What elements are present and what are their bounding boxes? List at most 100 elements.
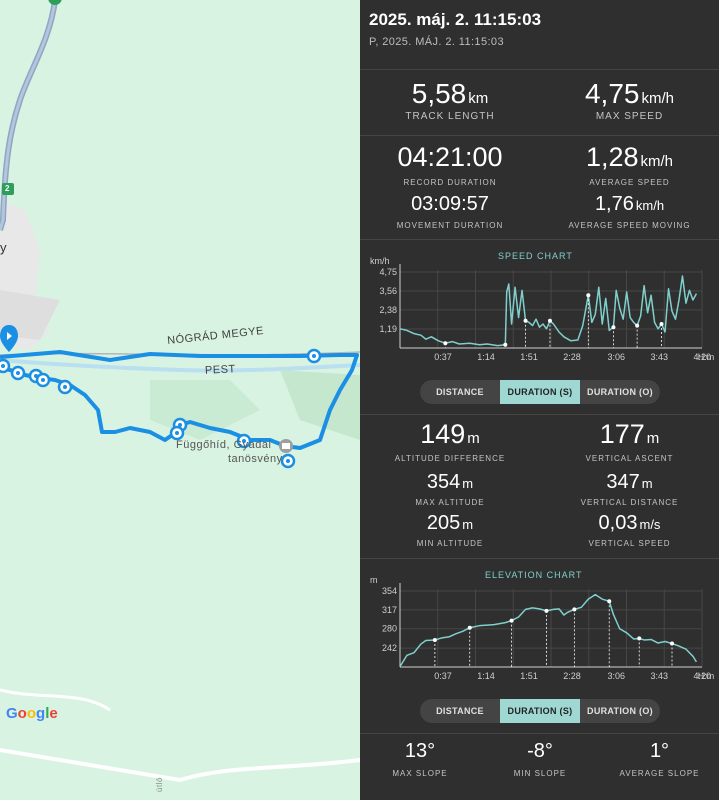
road [0,748,360,783]
data-point [547,318,552,323]
y-tick-label: 1,19 [379,324,397,334]
track-marker-dots [1,354,316,463]
min-slope-stat: -8° MIN SLOPE [513,740,567,778]
map-canvas[interactable] [0,0,360,800]
road-shield-top-icon [48,0,62,5]
poi-label-2[interactable]: tanösvény [228,453,283,465]
data-point [659,322,664,326]
divider [360,558,719,559]
min-altitude-stat: 205 m MIN ALTITUDE [416,512,484,548]
y-tick-label: 4,75 [379,267,397,277]
forest-area [150,380,260,440]
x-tick-label: 1:51 [520,352,538,362]
data-point [670,641,675,646]
data-point [523,318,528,323]
elevation-chart[interactable]: 242 280 317 354 m 0:37 1:14 1:51 2:28 3:06 3:43 4:2… [360,569,719,689]
track-stats-panel[interactable]: 2025. máj. 2. 11:15:03 P, 2025. MÁJ. 2. … [360,0,719,800]
elevation-chart-tabs[interactable]: DISTANCE DURATION (S) DURATION (O) [420,699,660,723]
tab-distance[interactable]: DISTANCE [436,706,484,716]
speed-chart-tabs[interactable]: DISTANCE DURATION (S) DURATION (O) [420,380,660,404]
x-unit-label: H:m [698,352,715,362]
x-tick-label: 0:37 [434,671,452,681]
map-view[interactable]: 2 y NÓGRÁD MEGYE PEST Függőhíd, Gyadai t… [0,0,360,800]
track-markers[interactable] [0,348,322,469]
x-tick-label: 1:14 [477,671,495,681]
x-tick-label: 3:43 [650,352,668,362]
google-logo: Google [6,705,58,722]
max-altitude-stat: 354 m MAX ALTITUDE [415,471,485,507]
data-point [611,325,616,330]
river [0,358,360,373]
max-speed-stat: 4,75 km/h MAX SPEED [584,78,674,122]
y-tick-label: 242 [382,643,397,653]
average-speed-stat: 1,28 km/h AVERAGE SPEED [585,142,674,187]
road [0,688,111,712]
altitude-difference-stat: 149 m ALTITUDE DIFFERENCE [394,419,506,463]
data-point [607,599,612,604]
tab-distance[interactable]: DISTANCE [436,387,484,397]
series-line [399,593,698,667]
x-tick-label: 3:43 [650,671,668,681]
divider [360,239,719,240]
track-length-stat: 5,58 km TRACK LENGTH [405,78,495,122]
highway-road-inner [0,0,57,231]
max-slope-stat: 13° MAX SLOPE [392,740,448,778]
tab-duration-s[interactable]: DURATION (S) [500,380,580,404]
divider [360,414,719,415]
elevation-chart-title: ELEVATION CHART [485,570,583,580]
avg-speed-moving-stat: 1,76 km/h AVERAGE SPEED MOVING [568,193,691,230]
data-point [572,607,577,612]
y-tick-label: 354 [382,586,397,596]
y-tick-label: 2,38 [379,305,397,315]
tab-duration-o[interactable]: DURATION (O) [587,706,653,716]
speed-chart-title: SPEED CHART [498,251,573,261]
data-point [432,637,437,642]
vertical-speed-stat: 0,03 m/s VERTICAL SPEED [588,512,671,548]
data-point [503,342,508,347]
landmark-icon-inner [282,443,290,449]
data-point [443,341,448,346]
x-tick-label: 0:37 [434,352,452,362]
town-label: y [0,240,7,255]
y-unit-label: m [370,575,378,585]
poi-label[interactable]: Függőhíd, Gyadai [176,439,272,451]
x-tick-label: 2:28 [563,671,581,681]
data-point [509,618,514,623]
pest-label: PEST [204,363,237,377]
start-pin-icon[interactable] [0,325,18,352]
data-point [467,625,472,630]
road-label: útló [154,777,164,792]
x-tick-label: 4:20 [693,352,711,362]
gps-track[interactable] [0,350,359,450]
tab-duration-o[interactable]: DURATION (O) [587,387,653,397]
y-tick-label: 280 [382,624,397,634]
track-subtitle: P, 2025. MÁJ. 2. 11:15:03 [369,36,504,48]
data-point [586,293,591,298]
track-header: 2025. máj. 2. 11:15:03 P, 2025. MÁJ. 2. … [360,0,719,70]
series-line [399,275,698,347]
x-tick-label: 1:14 [477,352,495,362]
y-tick-label: 3,56 [379,286,397,296]
data-point [635,323,640,328]
x-tick-label: 4:20 [693,671,711,681]
tab-duration-s[interactable]: DURATION (S) [500,699,580,723]
x-tick-label: 3:06 [607,671,625,681]
x-tick-label: 2:28 [563,352,581,362]
x-tick-label: 3:06 [607,352,625,362]
y-tick-label: 317 [382,605,397,615]
divider [360,135,719,136]
data-point [637,636,642,641]
divider [360,733,719,734]
average-slope-stat: 1° AVERAGE SLOPE [619,740,700,778]
vertical-ascent-stat: 177 m VERTICAL ASCENT [585,419,674,463]
x-tick-label: 1:51 [520,671,538,681]
record-duration-stat: 04:21:00 RECORD DURATION [397,142,503,187]
play-icon [7,332,12,340]
vertical-distance-stat: 347 m VERTICAL DISTANCE [580,471,679,507]
road-number-label: 2 [5,184,10,193]
x-unit-label: H:m [698,671,715,681]
y-unit-label: km/h [370,256,390,266]
movement-duration-stat: 03:09:57 MOVEMENT DURATION [396,193,504,230]
